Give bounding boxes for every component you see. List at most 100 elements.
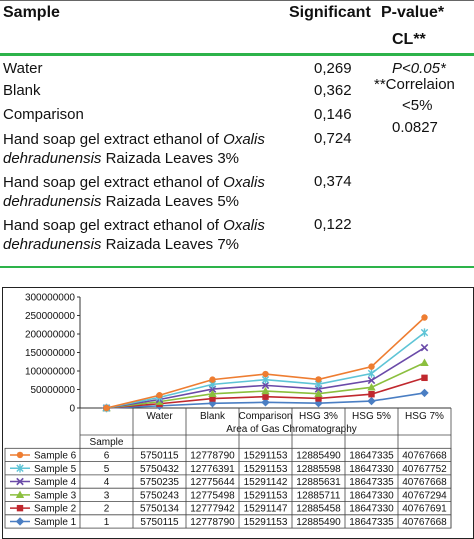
legend-label: Sample 6 (34, 450, 77, 461)
y-tick-label: 0 (69, 404, 75, 415)
data-point (315, 395, 322, 402)
table-cell: 40767668 (402, 477, 447, 488)
table-cell: 18647335 (349, 477, 394, 488)
table-cell: 1 (104, 517, 110, 528)
table-cell: 12885490 (296, 450, 341, 461)
table-cell: 3 (104, 490, 110, 501)
x-category-label: HSG 7% (405, 411, 444, 422)
data-point (261, 381, 270, 390)
data-point (314, 389, 323, 397)
table-cell: 18647330 (349, 464, 394, 475)
table-cell: 12885490 (296, 517, 341, 528)
table-cell: 40767691 (402, 504, 447, 515)
table-cell: 18647330 (349, 504, 394, 515)
pvalue-note-value: 0.0827 (392, 119, 438, 136)
table-cell: 5750115 (140, 517, 179, 528)
row-significant-value: 0,122 (314, 216, 352, 233)
data-point (209, 395, 216, 402)
data-point (315, 376, 322, 383)
legend-swatch-marker (16, 477, 24, 486)
table-cell: 12885631 (296, 477, 341, 488)
legend-label: Sample 2 (34, 504, 77, 515)
data-point (367, 396, 376, 406)
data-point (367, 376, 376, 385)
row-significant-value: 0,374 (314, 173, 352, 190)
data-point (420, 343, 429, 352)
legend-swatch-marker (15, 517, 25, 526)
x-category-label: HSG 5% (352, 411, 391, 422)
table-cell: 5750235 (140, 477, 179, 488)
table-cell: 4 (104, 477, 110, 488)
x-category-label: Blank (200, 411, 226, 422)
legend-label: Sample 4 (34, 477, 77, 488)
row-label: Hand soap gel extract ethanol of Oxalis d… (3, 131, 265, 167)
y-tick-label: 200000000 (25, 330, 75, 341)
legend-swatch-marker (15, 490, 25, 499)
row-label: Comparison (3, 106, 84, 123)
row-label: Water (3, 60, 43, 77)
table-cell: 6 (104, 450, 110, 461)
data-point (367, 383, 376, 391)
table-cell: 15291153 (244, 450, 288, 461)
table-bottom-rule (0, 266, 474, 268)
table-cell: 12778790 (190, 450, 235, 461)
data-point (420, 328, 429, 337)
table-cell: 18647335 (349, 517, 394, 528)
data-point (421, 314, 428, 321)
table-cell: 12775644 (190, 477, 235, 488)
data-point (103, 404, 110, 412)
table-cell: 12778790 (190, 517, 235, 528)
table-cell: 18647330 (349, 490, 394, 501)
legend-label: Sample 3 (34, 490, 77, 501)
table-cell: 5750432 (140, 464, 179, 475)
header-pvalue: P-value* (381, 4, 445, 21)
table-cell: 12885458 (296, 504, 341, 515)
table-cell: 15291153 (244, 517, 288, 528)
legend-swatch-marker (16, 504, 24, 512)
pvalue-note-correlation: **Correlaion (374, 76, 455, 93)
legend-label: Sample 5 (34, 464, 77, 475)
row-significant-value: 0,362 (314, 82, 352, 99)
y-tick-label: 150000000 (25, 348, 75, 359)
header-sample: Sample (3, 4, 60, 21)
x-category-label: Comparison (239, 411, 293, 422)
header-green-rule (0, 53, 474, 56)
legend-swatch-marker (16, 464, 24, 473)
data-point (420, 358, 429, 366)
table-cell: 40767668 (402, 517, 447, 528)
line-chart: 3000000002500000002000000001500000001000… (4, 293, 452, 529)
y-tick-label: 100000000 (25, 367, 75, 378)
data-point (368, 391, 375, 398)
row-label: Hand soap gel extract ethanol of Oxalis d… (3, 174, 265, 210)
header-cl: CL** (392, 31, 426, 48)
legend-swatch-marker (16, 451, 24, 459)
row-significant-value: 0,724 (314, 130, 352, 147)
data-point (262, 393, 269, 400)
table-cell: 40767294 (402, 490, 447, 501)
table-top-rule (0, 0, 474, 1)
legend-label: Sample 1 (34, 517, 77, 528)
header-significant: Significant (289, 4, 371, 21)
table-cell: 12885711 (297, 490, 341, 501)
table-cell: 5750243 (140, 490, 179, 501)
table-cell: 40767668 (402, 450, 447, 461)
table-cell: 15291153 (244, 490, 288, 501)
pvalue-note-percent: <5% (402, 97, 433, 114)
row-label: Hand soap gel extract ethanol of Oxalis d… (3, 217, 265, 253)
row-significant-value: 0,269 (314, 60, 352, 77)
table-cell: 15291147 (244, 504, 288, 515)
data-point (209, 376, 216, 383)
pvalue-note-p: P<0.05* (392, 60, 446, 77)
data-point (421, 374, 428, 382)
data-point (420, 388, 429, 398)
table-cell: 12775498 (190, 490, 235, 501)
data-point (368, 363, 375, 370)
row-label: Blank (3, 82, 41, 99)
table-header-sample: Sample (90, 437, 124, 448)
row-significant-value: 0,146 (314, 106, 352, 123)
table-cell: 12777942 (190, 504, 235, 515)
table-cell: 5750115 (140, 450, 179, 461)
x-category-label: HSG 3% (299, 411, 338, 422)
table-cell: 40767752 (402, 464, 447, 475)
table-cell: 12885598 (296, 464, 341, 475)
